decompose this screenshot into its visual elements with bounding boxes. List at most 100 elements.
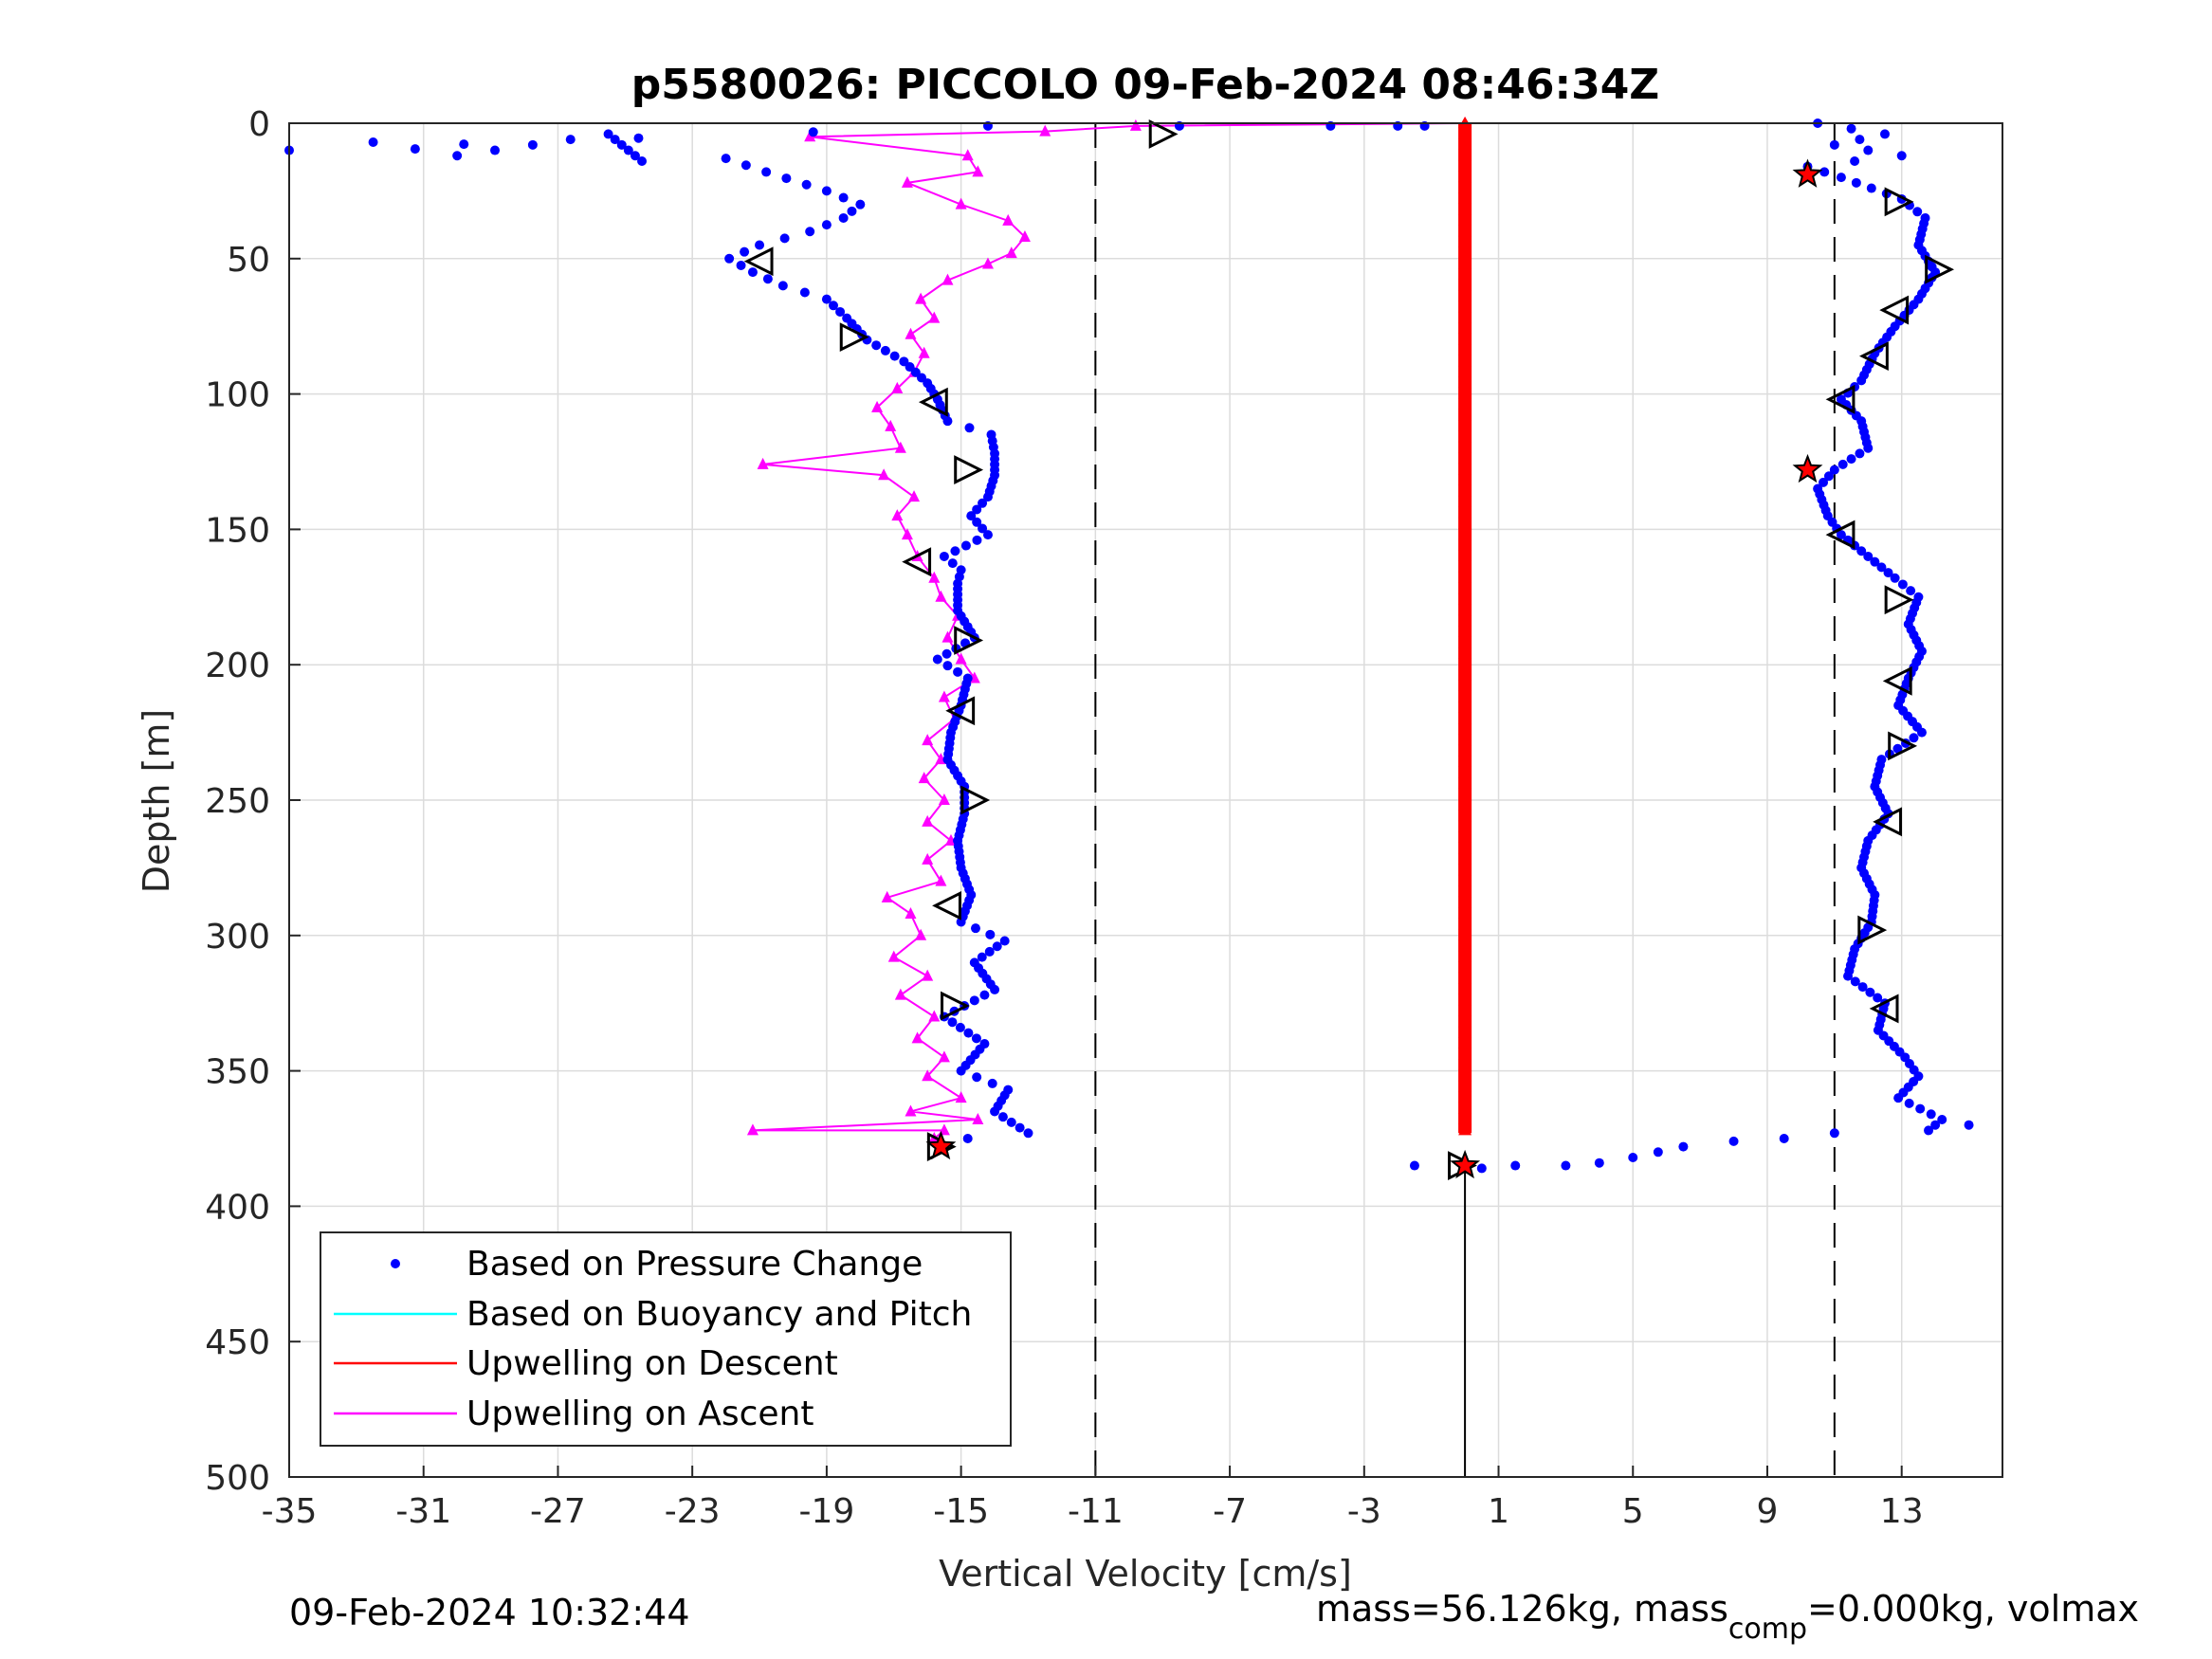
pressure-velocity-point bbox=[964, 423, 975, 433]
pressure-velocity-point bbox=[1879, 129, 1890, 139]
pressure-velocity-point bbox=[603, 129, 613, 139]
descent-upwelling-point bbox=[1458, 301, 1472, 313]
descent-upwelling-point bbox=[1458, 896, 1472, 908]
pressure-velocity-point bbox=[1653, 1147, 1663, 1158]
descent-upwelling-point bbox=[1458, 604, 1472, 616]
direction-triangle-marker bbox=[1148, 118, 1179, 149]
ascent-upwelling-point bbox=[905, 1104, 917, 1117]
ascent-upwelling-point bbox=[955, 197, 967, 210]
direction-triangle-marker bbox=[1859, 341, 1889, 372]
ascent-upwelling-point bbox=[918, 346, 930, 358]
pressure-velocity-point bbox=[977, 952, 987, 962]
footer-timestamp: 09-Feb-2024 10:32:44 bbox=[289, 1592, 690, 1633]
ascent-upwelling-point bbox=[922, 852, 934, 865]
pressure-velocity-point bbox=[972, 504, 982, 515]
descent-upwelling-point bbox=[1458, 788, 1472, 800]
legend-marker-dot bbox=[391, 1259, 400, 1268]
y-tick-label: 0 bbox=[248, 105, 270, 144]
descent-upwelling-point bbox=[1458, 582, 1472, 594]
pressure-velocity-point bbox=[871, 340, 882, 351]
descent-upwelling-point bbox=[1458, 798, 1472, 811]
pressure-velocity-point bbox=[1857, 982, 1868, 993]
ascent-upwelling-point bbox=[922, 814, 934, 827]
descent-upwelling-point bbox=[1458, 571, 1472, 583]
descent-upwelling-point bbox=[1458, 430, 1472, 443]
pressure-velocity-point bbox=[781, 173, 792, 184]
pressure-velocity-point bbox=[942, 661, 953, 671]
pressure-velocity-point bbox=[1829, 139, 1839, 150]
descent-upwelling-point bbox=[1458, 928, 1472, 940]
pressure-velocity-point bbox=[1865, 987, 1875, 997]
direction-triangle-marker bbox=[945, 696, 976, 726]
pressure-velocity-point bbox=[992, 941, 1002, 952]
direction-triangle-marker bbox=[743, 246, 774, 277]
descent-upwelling-point bbox=[1458, 137, 1472, 150]
pressure-velocity-point bbox=[1561, 1160, 1571, 1171]
pressure-velocity-point bbox=[637, 155, 648, 166]
pressure-velocity-point bbox=[972, 517, 982, 527]
descent-upwelling-point bbox=[1458, 463, 1472, 475]
descent-upwelling-point bbox=[1458, 830, 1472, 843]
pressure-velocity-point bbox=[1728, 1136, 1739, 1146]
descent-upwelling-point bbox=[1458, 1102, 1472, 1114]
direction-triangle-marker bbox=[1884, 187, 1914, 217]
pressure-velocity-point bbox=[1855, 135, 1865, 145]
descent-upwelling-point bbox=[1458, 734, 1472, 746]
pressure-velocity-point bbox=[1896, 151, 1907, 161]
pressure-velocity-point bbox=[762, 274, 773, 284]
ascent-upwelling-point bbox=[938, 1050, 950, 1063]
pressure-velocity-point bbox=[979, 990, 990, 1000]
pressure-velocity-point bbox=[1866, 183, 1876, 193]
ascent-upwelling-point bbox=[871, 400, 884, 412]
pressure-velocity-point bbox=[956, 565, 966, 575]
pressure-velocity-point bbox=[1003, 1085, 1014, 1095]
pressure-velocity-point bbox=[838, 212, 849, 223]
legend-box bbox=[320, 1231, 1012, 1447]
pressure-velocity-point bbox=[1856, 375, 1867, 386]
ascent-upwelling-point bbox=[891, 381, 904, 393]
pressure-velocity-point bbox=[1855, 448, 1865, 459]
ascent-upwelling-point bbox=[1002, 213, 1015, 226]
descent-upwelling-point bbox=[1458, 203, 1472, 215]
ascent-upwelling-point bbox=[941, 630, 954, 643]
pressure-velocity-point bbox=[1779, 1134, 1789, 1143]
pressure-velocity-point bbox=[941, 648, 952, 659]
pressure-velocity-point bbox=[630, 151, 640, 161]
descent-upwelling-point bbox=[1458, 267, 1472, 280]
x-tick-label: -35 bbox=[262, 1492, 318, 1531]
pressure-velocity-point bbox=[950, 546, 960, 556]
x-tick-label: -3 bbox=[1347, 1492, 1381, 1531]
descent-upwelling-point bbox=[1458, 668, 1472, 681]
descent-upwelling-point bbox=[1458, 744, 1472, 757]
x-tick-label: -19 bbox=[798, 1492, 854, 1531]
ascent-upwelling-point bbox=[905, 906, 917, 919]
y-tick-label: 150 bbox=[205, 511, 270, 550]
ascent-upwelling-point bbox=[928, 1010, 941, 1022]
y-ticks: 0 50 100 150 200 250 300 350 400 450 500 bbox=[205, 105, 301, 1498]
descent-upwelling-point bbox=[1458, 538, 1472, 551]
pressure-velocity-point bbox=[1916, 727, 1927, 738]
x-tick-label: -15 bbox=[933, 1492, 989, 1531]
y-tick-label: 50 bbox=[227, 241, 270, 280]
pressure-velocity-point bbox=[1836, 530, 1846, 540]
pressure-velocity-point bbox=[1819, 167, 1830, 177]
descent-upwelling-point bbox=[1458, 842, 1472, 854]
pressure-velocity-point bbox=[1846, 454, 1856, 465]
direction-triangle-marker bbox=[954, 455, 984, 484]
descent-upwelling-point bbox=[1458, 906, 1472, 919]
footer-mass-suffix: =0.000kg, volmax bbox=[1807, 1588, 2139, 1630]
y-tick-label: 500 bbox=[205, 1459, 270, 1498]
pressure-velocity-point bbox=[999, 936, 1010, 946]
ascent-upwelling-point bbox=[901, 528, 913, 540]
pressure-velocity-point bbox=[1873, 993, 1883, 1003]
pressure-velocity-point bbox=[1843, 971, 1854, 981]
ascent-upwelling-point bbox=[901, 175, 913, 188]
ascent-upwelling-point bbox=[935, 874, 947, 886]
descent-upwelling-point bbox=[1458, 647, 1472, 659]
pressure-velocity-point bbox=[452, 151, 463, 161]
pressure-velocity-point bbox=[1850, 976, 1860, 987]
chart-title: p5580026: PICCOLO 09-Feb-2024 08:46:34Z bbox=[631, 61, 1659, 109]
ascent-upwelling-point bbox=[938, 793, 950, 805]
pressure-velocity-point bbox=[565, 135, 576, 145]
pressure-velocity-point bbox=[982, 530, 993, 540]
